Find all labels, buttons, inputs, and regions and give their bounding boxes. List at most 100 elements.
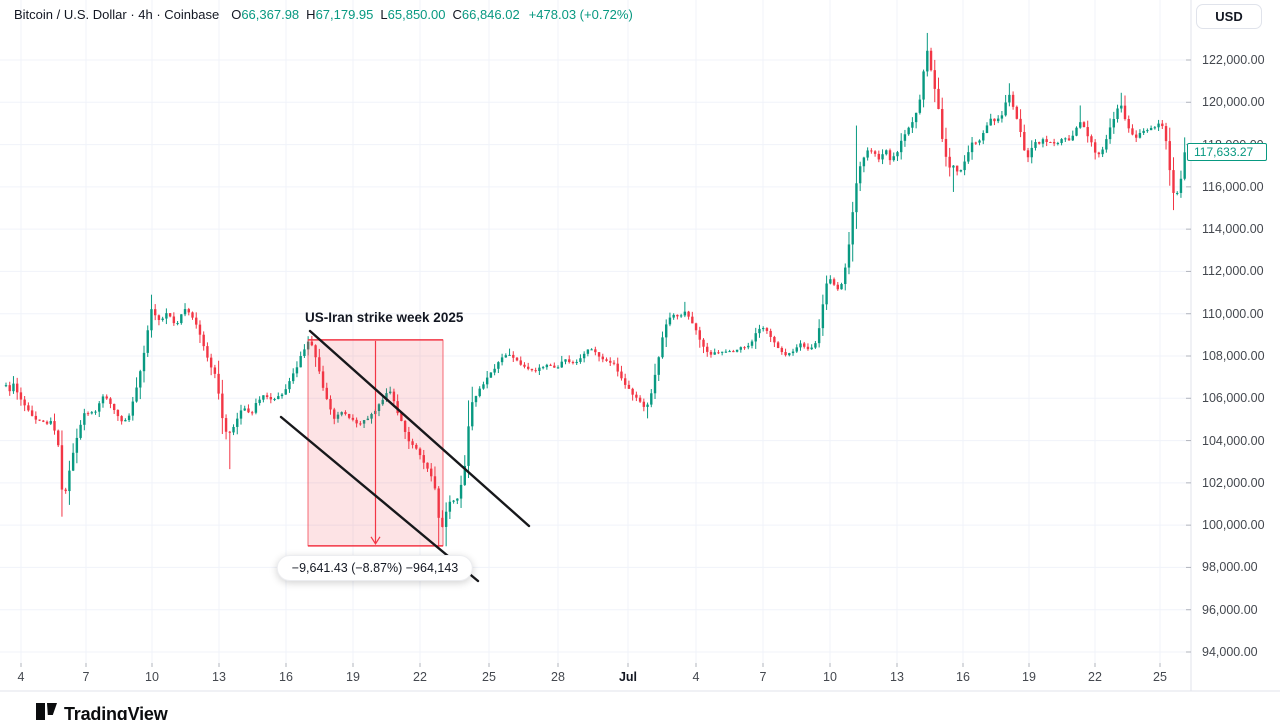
candle-body xyxy=(456,498,459,501)
candle-body xyxy=(124,420,127,422)
candle-body xyxy=(545,364,549,368)
candle-body xyxy=(791,351,795,354)
price-range-measure-label[interactable]: −9,641.43 (−8.87%) −964,143 xyxy=(276,555,474,581)
footer: TradingView xyxy=(0,692,1280,720)
symbol-title[interactable]: Bitcoin / U.S. Dollar · 4h · Coinbase xyxy=(14,7,220,22)
candle-body xyxy=(165,313,168,319)
candle-body xyxy=(817,328,821,344)
candle-body xyxy=(691,316,694,324)
price-axis[interactable]: 122,000.00120,000.00118,000.00116,000.00… xyxy=(1192,0,1280,663)
candle-body xyxy=(38,419,41,421)
candle-body xyxy=(485,377,489,385)
candle-body xyxy=(840,284,843,290)
candle-body xyxy=(482,384,485,389)
candlestick-chart[interactable] xyxy=(0,0,1280,692)
candle-body xyxy=(803,343,806,347)
candle-body xyxy=(761,328,765,330)
candle-body xyxy=(191,312,194,318)
candle-body xyxy=(706,346,709,352)
candle-body xyxy=(116,410,120,417)
candle-body xyxy=(638,397,642,402)
candle-body xyxy=(232,426,235,433)
candle-body xyxy=(873,151,877,154)
candle-body xyxy=(747,345,750,348)
candle-body xyxy=(392,391,396,402)
candle-body xyxy=(86,413,90,415)
time-axis-label: 10 xyxy=(145,670,159,684)
candle-body xyxy=(922,71,925,100)
candle-body xyxy=(1056,143,1060,145)
time-axis-label: 25 xyxy=(482,670,496,684)
measure-box-drawing[interactable] xyxy=(307,339,444,547)
candle-body xyxy=(12,383,15,392)
candle-body xyxy=(713,352,716,355)
price-axis-label: 104,000.00 xyxy=(1202,433,1265,448)
price-axis-label: 100,000.00 xyxy=(1202,518,1265,533)
candle-body xyxy=(1127,118,1130,129)
candle-body xyxy=(493,368,496,373)
candle-body xyxy=(83,413,86,425)
candle-body xyxy=(821,304,825,329)
candle-body xyxy=(564,359,567,362)
candle-body xyxy=(694,323,698,331)
candle-body xyxy=(336,414,340,419)
candle-body xyxy=(277,396,280,400)
candle-body xyxy=(42,420,45,422)
candle-body xyxy=(780,347,784,353)
candle-body xyxy=(877,153,881,160)
annotation-text-us-iran[interactable]: US-Iran strike week 2025 xyxy=(305,310,464,325)
candle-body xyxy=(709,351,713,355)
trendline[interactable] xyxy=(308,329,531,528)
time-axis[interactable]: 4 7 10 13 16 19 22 25 28 Jul 4 7 10 13 16 19 22 25 xyxy=(0,663,1280,692)
candle-body xyxy=(825,283,828,305)
candle-body xyxy=(832,279,836,285)
trendlines-drawing[interactable] xyxy=(279,329,531,583)
price-axis-label: 110,000.00 xyxy=(1202,306,1264,321)
price-axis-label: 94,000.00 xyxy=(1202,645,1258,659)
candle-body xyxy=(355,419,358,424)
candle-body xyxy=(1123,105,1127,119)
candle-body xyxy=(154,309,157,316)
candle-body xyxy=(1026,150,1030,158)
candle-body xyxy=(1067,138,1071,141)
currency-toggle-button[interactable]: USD xyxy=(1196,4,1262,29)
candle-body xyxy=(206,346,209,358)
candle-body xyxy=(441,517,444,527)
candle-body xyxy=(724,351,728,353)
candle-body xyxy=(198,324,202,335)
price-chart-canvas[interactable] xyxy=(0,0,1280,692)
candle-body xyxy=(788,353,791,356)
candle-body xyxy=(4,385,8,387)
candle-body xyxy=(34,415,38,420)
candle-body xyxy=(885,150,888,155)
candle-body xyxy=(948,156,951,168)
candle-body xyxy=(769,330,772,337)
price-axis-label: 112,000.00 xyxy=(1202,264,1264,279)
candle-body xyxy=(1120,105,1123,109)
candle-body xyxy=(795,347,798,352)
time-axis-label: 7 xyxy=(759,670,767,684)
candle-body xyxy=(1138,132,1142,138)
candle-body xyxy=(911,122,914,128)
candle-body xyxy=(213,367,217,374)
candle-body xyxy=(262,395,265,400)
candle-body xyxy=(385,393,388,400)
candle-body xyxy=(463,465,466,485)
candle-body xyxy=(1108,127,1112,140)
candle-body xyxy=(560,361,563,368)
ohlc-low: L65,850.00 xyxy=(380,7,446,22)
candle-body xyxy=(799,343,802,348)
candle-body xyxy=(627,384,631,389)
candle-body xyxy=(672,314,675,318)
price-axis-label: 98,000.00 xyxy=(1202,560,1258,575)
candle-body xyxy=(109,398,112,404)
candle-body xyxy=(870,150,873,152)
candle-body xyxy=(1064,138,1067,140)
candles-layer xyxy=(4,32,1186,549)
tradingview-logo[interactable]: TradingView xyxy=(36,703,168,720)
candle-body xyxy=(1149,128,1153,131)
trendline[interactable] xyxy=(279,415,480,583)
candle-body xyxy=(1008,94,1011,103)
candle-body xyxy=(620,371,623,379)
